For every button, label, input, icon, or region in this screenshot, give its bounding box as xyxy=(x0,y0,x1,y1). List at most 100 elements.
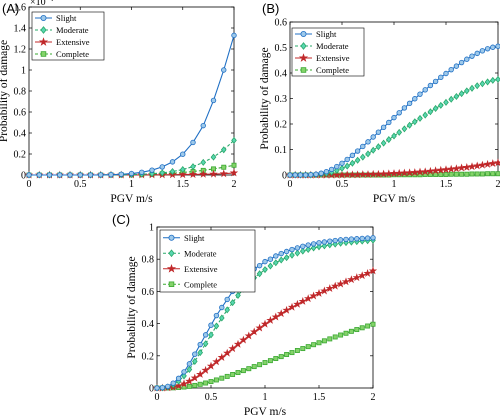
data-point xyxy=(190,373,199,382)
legend-marker xyxy=(168,249,175,258)
panel-a: (A) 0 0.2 0.4 0.6 0.8 1 1.2 1.4 1.6 0 0.5 1 1.5 2 ×10-4… xyxy=(0,0,239,205)
panel-b: (B) 0 0.1 0.2 0.3 0.4 0.5 0.6 0 0.5 1 1.5 2 PGV m/s Pr… xyxy=(259,1,500,205)
data-point xyxy=(293,299,302,308)
data-point xyxy=(359,153,366,161)
legend-marker xyxy=(40,51,47,57)
data-point xyxy=(459,171,465,177)
data-point xyxy=(196,369,205,378)
data-point xyxy=(443,70,449,77)
data-point xyxy=(219,375,225,381)
y-tick-label: 0.2 xyxy=(142,351,155,362)
data-point xyxy=(213,377,219,383)
data-point xyxy=(490,171,496,177)
data-point xyxy=(305,242,311,248)
legend-label: Slight xyxy=(184,233,205,243)
data-point xyxy=(339,164,345,172)
data-point xyxy=(327,336,333,342)
data-point xyxy=(365,323,371,329)
data-point xyxy=(385,136,392,144)
data-point xyxy=(358,271,367,280)
data-point xyxy=(159,384,166,391)
data-point xyxy=(490,44,496,50)
data-point xyxy=(321,239,328,245)
data-point xyxy=(149,167,155,173)
y-tick-label: 1.6 xyxy=(14,3,27,14)
data-point xyxy=(305,344,311,350)
data-point xyxy=(289,246,295,253)
y-multiplier-exponent: -4 xyxy=(46,0,54,3)
data-point xyxy=(287,302,297,311)
data-point xyxy=(197,341,203,348)
legend-marker xyxy=(40,14,47,21)
data-point xyxy=(201,365,210,374)
data-point xyxy=(108,171,114,178)
data-point xyxy=(360,143,366,150)
data-point xyxy=(57,172,63,178)
data-point xyxy=(316,340,322,346)
data-point xyxy=(380,124,387,131)
data-point xyxy=(213,322,220,330)
data-point xyxy=(365,150,371,158)
data-point xyxy=(359,235,365,242)
data-point xyxy=(417,114,423,122)
x-tick-label: 1 xyxy=(129,179,134,190)
data-point xyxy=(302,172,309,178)
y-axis-label: Probability of damage xyxy=(126,256,138,358)
data-point xyxy=(262,266,268,274)
data-point xyxy=(474,82,481,90)
data-point xyxy=(197,381,203,387)
x-tick-label: 1 xyxy=(392,179,397,190)
y-tick-label: 0 xyxy=(21,171,26,182)
legend-label: Moderate xyxy=(56,25,89,35)
data-point xyxy=(292,172,298,178)
data-point xyxy=(210,153,217,161)
x-tick-label: 0 xyxy=(27,179,32,190)
data-point xyxy=(217,353,226,361)
data-point xyxy=(386,119,392,126)
data-point xyxy=(391,114,397,121)
data-point xyxy=(139,169,145,175)
legend-label: Complete xyxy=(184,279,217,289)
x-tick-label: 0 xyxy=(288,179,293,190)
data-point xyxy=(203,380,209,386)
legend: Slight Moderate Extensive Complete xyxy=(291,27,365,77)
data-point xyxy=(316,240,322,246)
data-point xyxy=(464,56,470,62)
x-axis-label: PGV m/s xyxy=(110,193,153,205)
data-point xyxy=(443,98,449,106)
data-point xyxy=(453,92,460,100)
data-point xyxy=(282,305,291,314)
y-tick-label: 0.4 xyxy=(14,129,27,140)
data-point xyxy=(186,365,193,374)
data-point xyxy=(174,381,183,390)
data-point xyxy=(208,331,214,339)
data-point xyxy=(308,172,314,178)
data-point xyxy=(354,236,360,242)
data-point xyxy=(67,172,73,178)
data-point xyxy=(300,346,306,352)
data-point xyxy=(352,273,361,282)
data-point xyxy=(479,48,486,54)
data-point xyxy=(278,256,285,264)
y-tick-label: 1 xyxy=(21,66,26,77)
data-point xyxy=(283,254,290,262)
data-point xyxy=(334,163,340,170)
data-point xyxy=(348,328,354,334)
data-point xyxy=(310,241,317,247)
data-point xyxy=(235,370,241,376)
data-point xyxy=(46,172,53,178)
data-point xyxy=(396,110,402,116)
legend-marker xyxy=(168,281,175,287)
data-point xyxy=(364,235,371,241)
data-point xyxy=(246,366,252,372)
data-point xyxy=(181,372,187,380)
legend-marker xyxy=(40,26,47,34)
x-tick-label: 1.5 xyxy=(440,179,453,190)
data-point xyxy=(289,350,295,356)
data-point xyxy=(185,376,194,385)
data-point xyxy=(427,108,434,116)
data-point xyxy=(328,166,335,173)
data-point xyxy=(240,368,246,374)
data-point xyxy=(406,100,413,107)
data-point xyxy=(202,332,209,338)
